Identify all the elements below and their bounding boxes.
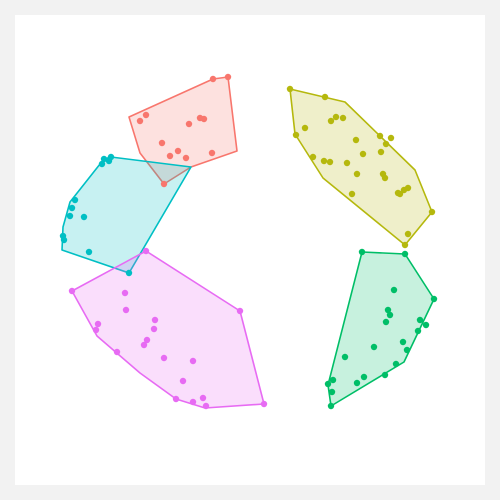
cluster-4-point-8 <box>352 136 360 144</box>
cluster-3-point-4 <box>236 307 244 315</box>
cluster-4-point-11 <box>377 148 385 156</box>
cluster-1-point-6 <box>185 120 193 128</box>
cluster-5-point-5 <box>384 306 392 314</box>
cluster-3-point-6 <box>151 316 159 324</box>
cluster-4-point-5 <box>339 114 347 122</box>
cluster-4-point-7 <box>301 124 309 132</box>
cluster-1-point-8 <box>158 139 166 147</box>
cluster-2-point-5 <box>71 196 79 204</box>
cluster-1-point-10 <box>174 147 182 155</box>
cluster-3-point-17 <box>202 402 210 410</box>
cluster-3-point-19 <box>189 398 197 406</box>
cluster-4-point-3 <box>327 117 335 125</box>
cluster-3-point-11 <box>92 326 100 334</box>
cluster-3-point-8 <box>143 336 151 344</box>
cluster-5-point-8 <box>416 316 424 324</box>
cluster-2-point-11 <box>85 248 93 256</box>
cluster-4-point-14 <box>309 153 317 161</box>
cluster-2-point-12 <box>125 269 133 277</box>
cluster-2-point-6 <box>80 213 88 221</box>
cluster-4-point-18 <box>353 170 361 178</box>
cluster-1-point-1 <box>209 75 217 83</box>
cluster-5-point-3 <box>390 286 398 294</box>
cluster-3-point-20 <box>260 400 268 408</box>
cluster-5-point-11 <box>370 343 378 351</box>
cluster-3-point-3 <box>121 289 129 297</box>
cluster-1-point-9 <box>166 152 174 160</box>
cluster-3-point-14 <box>189 357 197 365</box>
cluster-3-point-5 <box>122 306 130 314</box>
cluster-5-point-7 <box>382 318 390 326</box>
cluster-hull-2 <box>61 156 192 274</box>
cluster-4-point-13 <box>320 157 328 165</box>
cluster-2-point-8 <box>68 204 76 212</box>
cluster-4-point-2 <box>321 93 329 101</box>
cluster-3-point-9 <box>140 341 148 349</box>
cluster-4-point-25 <box>348 190 356 198</box>
cluster-5-point-22 <box>327 402 335 410</box>
cluster-3-point-12 <box>113 348 121 356</box>
cluster-3-point-16 <box>199 394 207 402</box>
cluster-3-point-2 <box>68 287 76 295</box>
cluster-4-point-17 <box>343 159 351 167</box>
cluster-5-point-12 <box>399 338 407 346</box>
hulls-layer <box>61 76 435 409</box>
cluster-5-point-15 <box>392 360 400 368</box>
cluster-5-point-17 <box>329 376 337 384</box>
cluster-1-point-7 <box>196 114 204 122</box>
cluster-4-point-12 <box>387 134 395 142</box>
cluster-4-point-10 <box>382 140 390 148</box>
cluster-1-point-2 <box>224 73 232 81</box>
cluster-4-point-20 <box>381 174 389 182</box>
cluster-3-point-13 <box>160 354 168 362</box>
cluster-4-point-16 <box>359 150 367 158</box>
cluster-5-point-16 <box>324 380 332 388</box>
cluster-5-point-9 <box>422 321 430 329</box>
cluster-1-point-3 <box>142 111 150 119</box>
cluster-2-point-10 <box>60 236 68 244</box>
cluster-2-point-3 <box>98 160 106 168</box>
cluster-5-point-18 <box>328 388 336 396</box>
cluster-5-point-4 <box>430 295 438 303</box>
cluster-5-point-13 <box>403 346 411 354</box>
cluster-4-point-6 <box>292 131 300 139</box>
cluster-hull-3 <box>71 250 265 409</box>
cluster-1-point-4 <box>136 117 144 125</box>
cluster-hull-4 <box>289 88 433 246</box>
cluster-5-point-1 <box>358 248 366 256</box>
cluster-5-point-10 <box>414 327 422 335</box>
cluster-1-point-13 <box>160 180 168 188</box>
cluster-2-point-1 <box>100 155 108 163</box>
cluster-3-point-10 <box>94 320 102 328</box>
cluster-3-point-15 <box>179 377 187 385</box>
cluster-3-point-1 <box>142 247 150 255</box>
cluster-4-point-4 <box>332 113 340 121</box>
cluster-4-point-9 <box>376 132 384 140</box>
cluster-5-point-2 <box>401 250 409 258</box>
cluster-4-point-24 <box>396 190 404 198</box>
cluster-3-point-7 <box>150 325 158 333</box>
cluster-4-point-26 <box>428 208 436 216</box>
cluster-4-point-1 <box>286 85 294 93</box>
cluster-3-point-18 <box>172 395 180 403</box>
chart-panel <box>15 15 485 485</box>
cluster-2-point-7 <box>66 212 74 220</box>
cluster-4-point-28 <box>401 241 409 249</box>
cluster-5-point-20 <box>353 379 361 387</box>
cluster-4-point-27 <box>404 230 412 238</box>
cluster-5-point-21 <box>381 371 389 379</box>
points-layer <box>59 73 438 410</box>
cluster-4-point-15 <box>326 158 334 166</box>
cluster-5-point-19 <box>360 373 368 381</box>
cluster-4-point-23 <box>404 184 412 192</box>
cluster-5-point-6 <box>386 311 394 319</box>
cluster-5-point-14 <box>341 353 349 361</box>
cluster-hull-plot <box>59 73 438 410</box>
cluster-1-point-11 <box>208 149 216 157</box>
cluster-2-point-4 <box>105 157 113 165</box>
cluster-1-point-12 <box>182 154 190 162</box>
